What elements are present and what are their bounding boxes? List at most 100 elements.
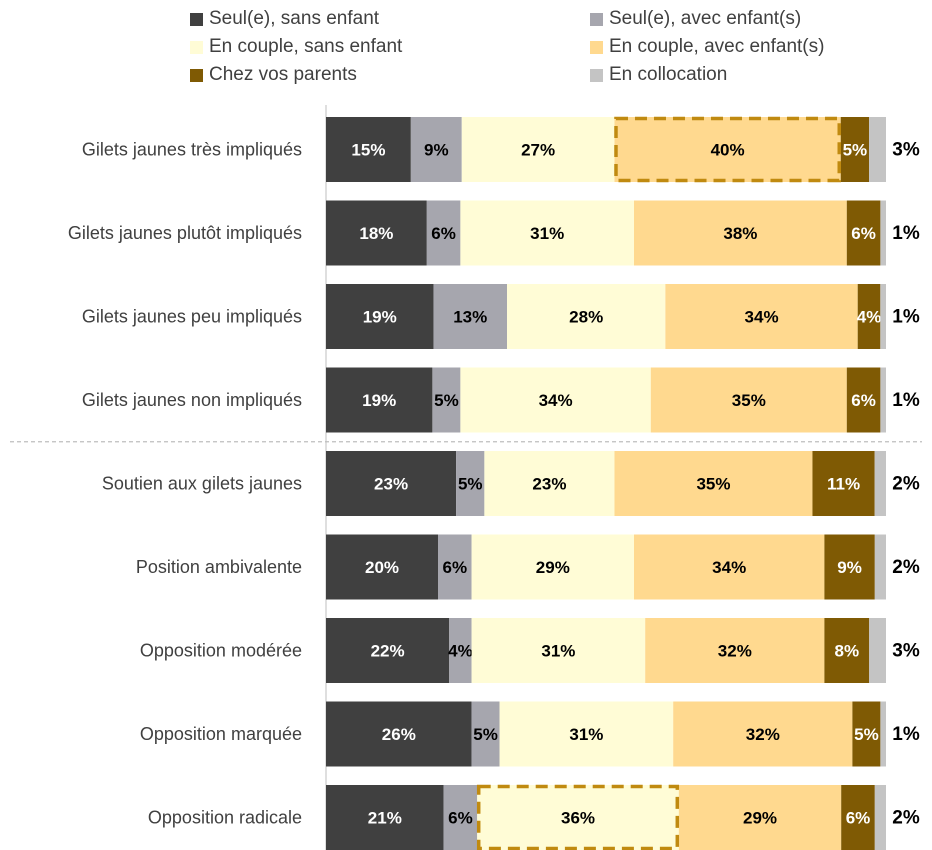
bar-segment (645, 618, 825, 683)
bar-segment (326, 618, 450, 683)
data-label: 28% (569, 308, 603, 327)
legend-swatch (590, 68, 603, 82)
bar-segment (326, 200, 427, 266)
bar-segment (846, 367, 881, 433)
bar-segment (634, 534, 825, 600)
bar-segment (824, 618, 870, 683)
bar-segment (880, 701, 886, 767)
data-label: 6% (851, 391, 876, 410)
data-label: 2% (892, 557, 920, 578)
data-label: 8% (835, 642, 860, 661)
data-label: 11% (827, 475, 860, 494)
bar-segment (812, 451, 875, 516)
bar-segment (326, 367, 433, 433)
data-label: 31% (569, 725, 603, 744)
bar-segment (456, 451, 485, 516)
bar-row: Gilets jaunes peu impliqués 19% 13% 28% 34% 4… (82, 284, 920, 349)
data-label: 4% (857, 308, 882, 327)
data-label: 29% (536, 558, 570, 577)
bar-row: Opposition radicale 21% 6% 36% 29% 6% 2% (148, 785, 920, 850)
legend-label: En couple, avec enfant(s) (609, 36, 825, 57)
bar-segment (326, 451, 457, 516)
bar-segment (857, 284, 881, 349)
data-label: 6% (851, 224, 876, 243)
data-label: 31% (530, 224, 564, 243)
bar-segment (874, 785, 886, 850)
data-label: 34% (745, 308, 779, 327)
bar-segment (880, 284, 886, 349)
data-label: 35% (732, 391, 766, 410)
bar-segment (841, 785, 875, 850)
bar-segment (471, 618, 646, 683)
category-label: Opposition modérée (140, 641, 302, 661)
data-label: 34% (539, 391, 573, 410)
bar-segment (634, 200, 847, 266)
highlight-outline (476, 784, 680, 850)
bar-segment (869, 117, 886, 182)
bar-segment (846, 200, 881, 266)
data-label: 27% (521, 141, 555, 160)
bar-segment (874, 451, 886, 516)
bar-segment (678, 785, 842, 850)
bar-segment (326, 701, 472, 767)
bar-row: Soutien aux gilets jaunes 23% 5% 23% 35% 11% 2… (102, 451, 920, 516)
bar-segment (614, 117, 841, 182)
data-label: 5% (854, 725, 879, 744)
category-label: Gilets jaunes non impliqués (82, 390, 302, 410)
category-label: Soutien aux gilets jaunes (102, 474, 302, 494)
data-label: 1% (892, 223, 920, 244)
data-label: 6% (443, 558, 468, 577)
legend-label: En couple, sans enfant (209, 36, 403, 57)
data-label: 23% (374, 475, 408, 494)
legend-label: Seul(e), sans enfant (209, 8, 380, 29)
bar-row: Gilets jaunes très impliqués 15% 9% 27% 40% 5… (82, 117, 920, 182)
data-label: 9% (424, 141, 449, 160)
bar-segment (477, 785, 679, 850)
data-label: 3% (892, 641, 920, 662)
category-label: Opposition radicale (148, 808, 302, 828)
data-label: 5% (473, 725, 498, 744)
data-label: 32% (746, 725, 780, 744)
bar-segment (869, 618, 886, 683)
bar-row: Gilets jaunes plutôt impliqués 18% 6% 31% 38… (68, 200, 920, 266)
bar-segment (840, 117, 870, 182)
legend-swatch (590, 40, 603, 54)
data-label: 5% (458, 475, 483, 494)
legend-item: En couple, avec enfant(s) (590, 36, 824, 58)
data-label: 34% (712, 558, 746, 577)
bar-segment (880, 200, 886, 266)
data-label: 6% (846, 809, 871, 828)
data-label: 1% (892, 390, 920, 411)
legend-item: Seul(e), avec enfant(s) (590, 8, 801, 30)
bar-segment (326, 534, 438, 600)
bar-segment (426, 200, 461, 266)
data-label: 1% (892, 307, 920, 328)
legend-swatch (190, 40, 203, 54)
bar-segment (326, 117, 411, 182)
legend: Seul(e), sans enfant Seul(e), avec enfan… (190, 2, 910, 92)
legend-swatch (190, 12, 203, 26)
legend-label: Seul(e), avec enfant(s) (609, 8, 802, 29)
bar-segment (326, 284, 434, 349)
bar-segment (460, 200, 634, 266)
data-label: 19% (362, 391, 396, 410)
data-label: 9% (837, 558, 862, 577)
data-label: 32% (718, 642, 752, 661)
bar-segment (507, 284, 666, 349)
bar-segment (673, 701, 853, 767)
bar-segment (880, 367, 886, 433)
bar-segment (460, 367, 651, 433)
legend-label: En collocation (609, 64, 728, 85)
bar-segment (852, 701, 881, 767)
bar-segment (471, 701, 500, 767)
legend-swatch (190, 68, 203, 82)
bar-segment (665, 284, 858, 349)
data-label: 2% (892, 474, 920, 495)
legend-item: En couple, sans enfant (190, 36, 402, 58)
legend-item: Seul(e), sans enfant (190, 8, 379, 30)
data-label: 18% (359, 224, 393, 243)
category-label: Gilets jaunes peu impliqués (82, 307, 302, 327)
bar-segment (614, 451, 813, 516)
data-label: 5% (843, 141, 868, 160)
